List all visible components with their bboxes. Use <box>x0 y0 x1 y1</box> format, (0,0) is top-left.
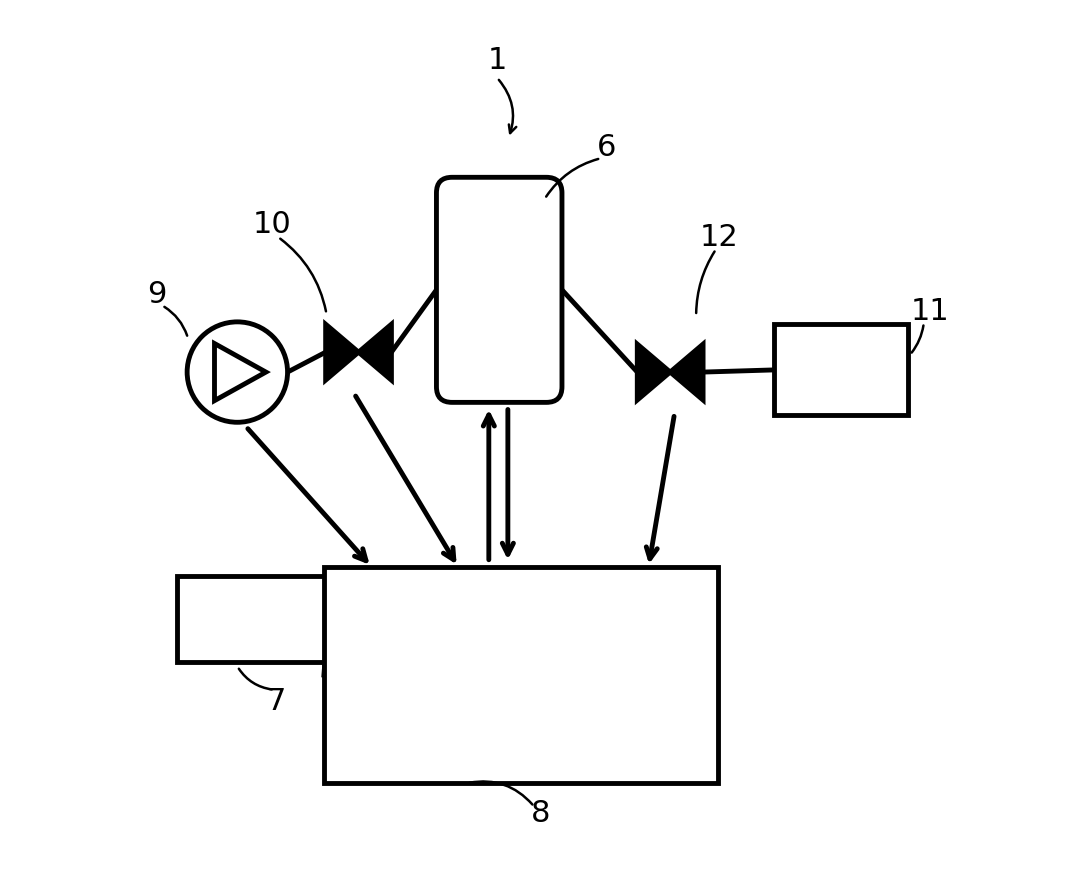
Text: 7: 7 <box>267 687 286 716</box>
Polygon shape <box>670 344 703 400</box>
Text: 8: 8 <box>531 799 550 828</box>
Polygon shape <box>358 324 391 380</box>
Text: 10: 10 <box>253 211 292 239</box>
Text: 9: 9 <box>147 280 166 309</box>
Bar <box>324 567 718 783</box>
Bar <box>177 575 328 662</box>
Text: 12: 12 <box>700 224 739 253</box>
Circle shape <box>188 322 287 422</box>
Text: 1: 1 <box>488 46 507 75</box>
Bar <box>774 324 908 415</box>
Polygon shape <box>214 343 266 400</box>
Polygon shape <box>326 324 358 380</box>
Polygon shape <box>637 344 670 400</box>
Text: 11: 11 <box>910 297 949 326</box>
Text: 6: 6 <box>597 133 616 162</box>
FancyBboxPatch shape <box>436 177 562 402</box>
